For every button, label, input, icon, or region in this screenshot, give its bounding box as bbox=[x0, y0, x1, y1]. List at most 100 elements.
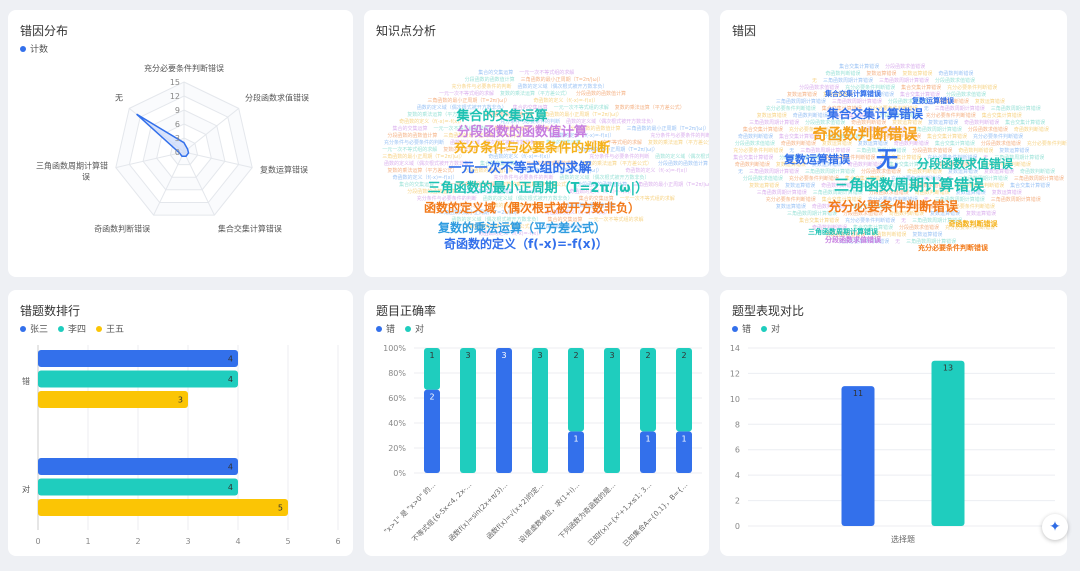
wordcloud-minor-word: 分段函数的函数值计算 bbox=[541, 223, 591, 230]
wordcloud-minor-word: 函数的定义域（偶次根式被开方数非负） bbox=[559, 174, 649, 181]
radar-axis bbox=[153, 151, 185, 216]
wordcloud-word: 集合的交集运算 bbox=[455, 108, 547, 124]
bar-wrong bbox=[676, 431, 692, 473]
wordcloud-minor-word: 三角函数周期计算错误 bbox=[813, 189, 863, 196]
legend-item-lisi[interactable]: 李四 bbox=[58, 322, 86, 335]
compare-legend[interactable]: 错 对 bbox=[732, 322, 780, 335]
sparkle-icon[interactable]: ✦ bbox=[1042, 514, 1068, 540]
ranking-legend[interactable]: 张三 李四 王五 bbox=[20, 322, 124, 335]
wordcloud-minor-word: 分段函数的函数值计算 bbox=[658, 160, 708, 167]
wordcloud-minor-word: 无 bbox=[738, 169, 743, 175]
radar-indicator-label: 分段函数求值错误 bbox=[245, 92, 309, 102]
wordcloud-word: 集合交集计算错误 bbox=[826, 106, 924, 121]
wordcloud-minor-word: 一元一次不等式组的求解 bbox=[587, 139, 642, 146]
wordcloud-minor-word: 集合交集计算错误 bbox=[733, 154, 773, 161]
wordcloud-minor-word: 三角函数的最小正周期（T=2π/|ω|） bbox=[382, 153, 465, 160]
legend-dot bbox=[96, 325, 103, 332]
wordcloud-minor-word: 一元一次不等式组的求解 bbox=[382, 146, 437, 153]
wordcloud-minor-word: 一元一次不等式组的求解 bbox=[554, 104, 609, 111]
wordcloud-word: 复数运算错误 bbox=[911, 96, 955, 105]
wordcloud-minor-word: 复数运算错误 bbox=[785, 182, 815, 189]
wordcloud-minor-word: 复数的乘法运算（平方差公式） bbox=[501, 181, 571, 188]
y-tick-label: 40% bbox=[388, 419, 406, 428]
wordcloud-minor-word: 分段函数求值错误 bbox=[981, 140, 1021, 147]
wordcloud-minor-word: 分段函数求值错误 bbox=[880, 112, 920, 119]
wordcloud-minor-word: 无 bbox=[983, 155, 988, 161]
radar-legend[interactable]: 计数 bbox=[20, 42, 48, 55]
wordcloud-minor-word: 复数运算错误 bbox=[757, 112, 787, 119]
card-compare: 题型表现对比 错 对 0 2 4 6 8 10 12 14 11 13 选择题 bbox=[720, 290, 1067, 556]
wordcloud-minor-word: 集合的交集运算 bbox=[548, 216, 583, 223]
legend-item-wrong[interactable]: 错 bbox=[732, 322, 751, 335]
wordcloud-minor-word: 函数的定义域（偶次根式被开方数非负） bbox=[452, 216, 542, 223]
bar-张三 bbox=[38, 350, 238, 367]
wordcloud-minor-word: 三角函数的最小正周期（T=2π/|ω|） bbox=[519, 167, 602, 174]
wordcloud-minor-word: 奇函数判断错误 bbox=[915, 189, 950, 196]
wordcloud-minor-word: 三角函数周期计算错误 bbox=[906, 238, 956, 245]
radar-tick-label: 9 bbox=[175, 106, 180, 115]
accuracy-title: 题目正确率 bbox=[376, 304, 437, 318]
wordcloud-minor-word: 一元一次不等式组的求解 bbox=[433, 125, 488, 132]
wordcloud-minor-word: 充分必要条件判断错误 bbox=[825, 154, 875, 161]
legend-dot bbox=[376, 325, 382, 332]
wordcloud-minor-word: 奇函数判断错误 bbox=[735, 161, 770, 168]
legend-item-wrong[interactable]: 错 bbox=[376, 322, 395, 335]
y-tick-label: 14 bbox=[730, 344, 740, 353]
wordcloud-minor-word: 函数的定义域（偶次根式被开方数非负） bbox=[655, 153, 709, 160]
wordcloud-minor-word: 分段函数求值错误 bbox=[743, 175, 783, 182]
wordcloud-minor-word: 分段函数的函数值计算 bbox=[576, 90, 626, 97]
bar-right bbox=[532, 348, 548, 473]
accuracy-chart[interactable]: 0%20%40%60%80%100%21"x>1" 是 "x>0" 的…3不等式… bbox=[364, 290, 709, 556]
wordcloud-minor-word: 复数运算错误 bbox=[749, 182, 779, 189]
wordcloud-minor-word: 奇函数的定义（f(-x)=-f(x)） bbox=[488, 153, 553, 160]
y-tick-label: 6 bbox=[735, 446, 740, 455]
bar-wrong bbox=[640, 431, 656, 473]
wordcloud-minor-word: 奇函数判断错误 bbox=[812, 203, 847, 210]
wordcloud-minor-word: 复数运算错误 bbox=[948, 168, 978, 175]
radar-indicator-label: 三角函数周期计算错 bbox=[36, 160, 108, 170]
bar-value-label: 2 bbox=[681, 351, 686, 360]
radar-chart[interactable]: 0 3 6 9 12 15 充分必要条件判断错误分段函数求值错误复数运算错误集合交集计算错误… bbox=[8, 10, 353, 277]
compare-chart[interactable]: 0 2 4 6 8 10 12 14 11 13 选择题 bbox=[720, 290, 1067, 556]
wordcloud-minor-word: 集合交集计算错误 bbox=[834, 112, 874, 119]
wordcloud-minor-word: 集合的交集运算 bbox=[579, 195, 614, 202]
bar-对 bbox=[931, 360, 965, 526]
knowledge-title: 知识点分析 bbox=[376, 24, 437, 38]
ranking-chart[interactable]: 0 1 2 3 4 5 6 错 4 4 3 对 4 4 5 bbox=[8, 290, 353, 556]
wordcloud-word: 分段函数的函数值计算 bbox=[457, 124, 587, 140]
wordcloud-minor-word: 奇函数判断错误 bbox=[871, 231, 906, 238]
bar-value-label: 1 bbox=[573, 434, 578, 443]
wordcloud-minor-word: 无 bbox=[924, 197, 929, 203]
wordcloud-minor-word: 分段函数的函数值计算 bbox=[564, 202, 614, 209]
card-ranking: 错题数排行 张三 李四 王五 0 1 2 3 4 5 6 错 4 4 3 对 4 4 5 bbox=[8, 290, 353, 556]
legend-item-right[interactable]: 对 bbox=[761, 322, 780, 335]
compare-title: 题型表现对比 bbox=[732, 304, 805, 318]
bar-value-label: 3 bbox=[465, 351, 470, 360]
legend-item-zhangsan[interactable]: 张三 bbox=[20, 322, 48, 335]
legend-label: 对 bbox=[415, 325, 425, 335]
wordcloud-minor-word: 集合交集计算错误 bbox=[901, 84, 941, 91]
legend-item-right[interactable]: 对 bbox=[405, 322, 424, 335]
bar-错 bbox=[841, 386, 875, 526]
wordcloud-minor-word: 充分必要条件判断错误 bbox=[789, 175, 839, 182]
bar-value-label: 2 bbox=[573, 351, 578, 360]
wordcloud-word: 奇函数的定义（f(-x)=-f(x)） bbox=[444, 236, 608, 251]
wordcloud-minor-word: 充分必要条件判断错误 bbox=[947, 84, 997, 91]
bar-value-label: 4 bbox=[228, 355, 233, 364]
wordcloud-minor-word: 分段函数的函数值计算 bbox=[577, 181, 627, 188]
bar-right bbox=[568, 348, 584, 432]
wordcloud-word: 充分条件与必要条件的判断 bbox=[454, 140, 610, 156]
wordcloud-minor-word: 三角函数的最小正周期（T=2π/|ω|） bbox=[539, 111, 622, 118]
legend-item-wangwu[interactable]: 王五 bbox=[96, 322, 124, 335]
wordcloud-minor-word: 复数的乘法运算（平方差公式） bbox=[443, 146, 513, 153]
legend-label: 错 bbox=[742, 325, 752, 335]
wordcloud-minor-word: 分段函数求值错误 bbox=[843, 210, 883, 217]
legend-item-count[interactable]: 计数 bbox=[20, 42, 48, 55]
wordcloud-minor-word: 充分必要条件判断错误 bbox=[789, 126, 839, 133]
wordcloud-word: 充分必要条件判断错误 bbox=[828, 199, 959, 215]
accuracy-legend[interactable]: 错 对 bbox=[376, 322, 424, 335]
wordcloud-minor-word: 三角函数周期计算错误 bbox=[832, 98, 882, 105]
y-category-label: 对 bbox=[22, 484, 30, 494]
